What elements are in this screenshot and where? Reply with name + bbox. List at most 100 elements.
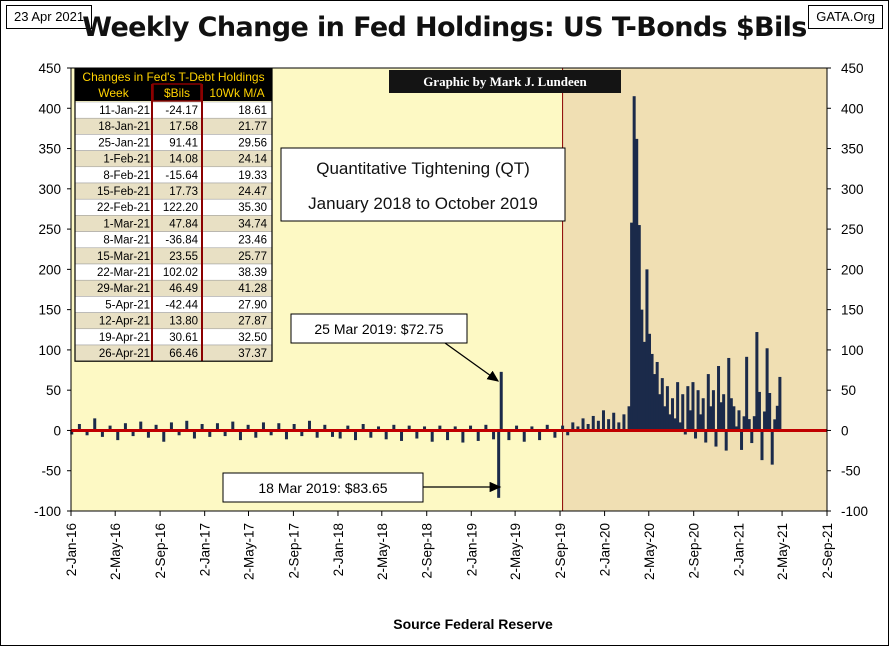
- bar: [530, 426, 534, 431]
- bar: [755, 332, 759, 431]
- bar: [663, 406, 667, 431]
- bar: [719, 402, 723, 431]
- x-tick-label: 2-Sep-21: [820, 523, 835, 579]
- table-cell-week: 29-Mar-21: [97, 283, 150, 295]
- bar: [630, 222, 634, 431]
- bar: [668, 414, 672, 431]
- x-tick-label: 2-Jan-17: [198, 523, 213, 576]
- table-cell-value: 23.55: [169, 251, 198, 263]
- bar: [277, 423, 281, 431]
- bar: [369, 430, 373, 438]
- bar: [699, 414, 703, 431]
- bar: [361, 424, 365, 431]
- bar: [566, 430, 570, 436]
- table-cell-week: 8-Mar-21: [103, 235, 150, 247]
- bar: [747, 419, 751, 431]
- bar: [757, 391, 761, 431]
- bar: [607, 419, 611, 431]
- bar: [752, 416, 756, 431]
- bar: [131, 430, 135, 437]
- bar: [737, 410, 741, 431]
- bar: [246, 424, 250, 431]
- y-tick-label-right: 450: [841, 61, 864, 76]
- bar: [678, 422, 682, 431]
- table-cell-ma: 32.50: [238, 332, 267, 344]
- y-tick-label-left: 100: [38, 343, 61, 358]
- x-tick-label: 2-Jan-21: [731, 523, 746, 576]
- bar: [400, 430, 404, 441]
- bar: [469, 425, 473, 431]
- bar: [538, 430, 542, 441]
- bar: [354, 430, 358, 441]
- bar: [691, 382, 695, 431]
- bar: [522, 430, 526, 442]
- table-cell-week: 12-Apr-21: [99, 316, 150, 328]
- bar: [307, 420, 311, 431]
- site-label: GATA.Org: [808, 5, 883, 29]
- bar: [734, 426, 738, 431]
- table-cell-value: -15.64: [165, 170, 198, 182]
- bar: [760, 430, 764, 461]
- table-title: Changes in Fed's T-Debt Holdings: [82, 70, 264, 84]
- y-tick-label-right: -100: [841, 504, 868, 519]
- bar: [627, 406, 631, 431]
- bar: [200, 424, 204, 431]
- bar: [617, 422, 621, 431]
- table-cell-value: 66.46: [169, 348, 198, 360]
- bar: [773, 419, 777, 431]
- table-cell-ma: 23.46: [238, 235, 267, 247]
- bar: [377, 426, 381, 431]
- bar: [727, 357, 731, 431]
- table-cell-week: 18-Jan-21: [98, 121, 150, 133]
- bar: [724, 430, 728, 451]
- y-tick-label-right: 200: [841, 262, 864, 277]
- x-tick-label: 2-Sep-20: [687, 523, 702, 579]
- table-cell-week: 19-Apr-21: [99, 332, 150, 344]
- y-tick-label-left: 150: [38, 303, 61, 318]
- plot-border: [70, 67, 828, 512]
- bar: [453, 426, 457, 431]
- bar: [640, 309, 644, 431]
- bar: [315, 430, 319, 438]
- bar: [581, 418, 585, 431]
- y-tick-label-left: -50: [41, 464, 61, 479]
- x-tick-label: 2-Sep-19: [553, 523, 568, 579]
- table-cell-value: -24.17: [165, 105, 198, 117]
- table-cell-week: 1-Mar-21: [103, 218, 150, 230]
- x-tick-label: 2-Jan-19: [464, 523, 479, 576]
- table-cell-ma: 21.77: [238, 121, 267, 133]
- bar: [676, 382, 680, 431]
- bar: [338, 430, 342, 439]
- bar: [108, 425, 112, 431]
- annotation-box-trough: [222, 472, 424, 503]
- y-tick-label-left: 50: [46, 383, 61, 398]
- y-tick-label-left: 300: [38, 182, 61, 197]
- bar: [392, 424, 396, 431]
- bar: [545, 424, 549, 431]
- table-border: [74, 68, 273, 362]
- bar: [642, 341, 646, 431]
- bar: [185, 420, 189, 431]
- bar: [683, 430, 687, 435]
- bar: [192, 430, 196, 439]
- bar: [292, 424, 296, 431]
- y-tick-label-right: 250: [841, 222, 864, 237]
- x-tick-label: 2-May-19: [508, 523, 523, 580]
- annotation-text-trough: 18 Mar 2019: $83.65: [258, 480, 387, 496]
- bar: [775, 405, 779, 431]
- table-cell-week: 15-Mar-21: [97, 251, 150, 263]
- bar: [423, 426, 427, 431]
- bar: [70, 430, 74, 435]
- credit-text: Graphic by Mark J. Lundeen: [423, 74, 587, 89]
- table-cell-value: 47.84: [169, 218, 198, 230]
- holdings-table: Changes in Fed's T-Debt Holdings Week $Bil…: [74, 68, 273, 362]
- bar: [635, 138, 639, 431]
- bar: [223, 430, 227, 437]
- bar: [100, 430, 104, 437]
- x-tick-label: 2-May-16: [108, 523, 123, 580]
- table-cell-value: 102.02: [163, 267, 198, 279]
- bar: [215, 423, 219, 431]
- bar: [650, 353, 654, 431]
- bar: [717, 366, 721, 431]
